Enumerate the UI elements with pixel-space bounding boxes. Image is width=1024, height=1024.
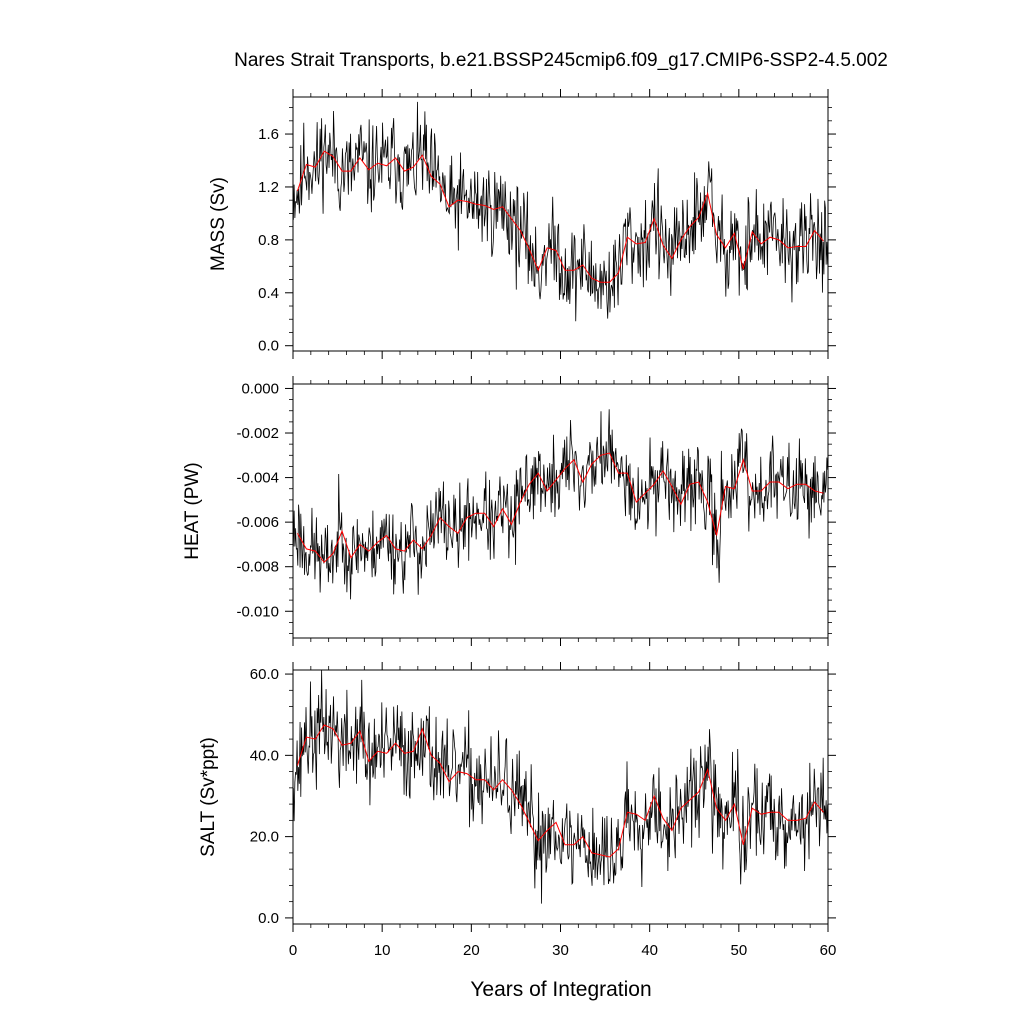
heat-ytick-label: -0.008: [236, 559, 279, 576]
figure-title: Nares Strait Transports, b.e21.BSSP245cm…: [234, 50, 888, 71]
heat-panel: -0.010 -0.008 -0.006 -0.004 -0.002 0.000 HEAT…: [182, 376, 836, 646]
salt-monthly-series-line: [293, 670, 828, 904]
heat-annual-mean-line: [297, 452, 824, 563]
mass-ytick-label: 0.8: [258, 232, 279, 249]
x-tick-label: 10: [374, 942, 391, 959]
x-tick-label: 50: [730, 942, 747, 959]
mass-panel-ylabel: MASS (Sv): [208, 177, 229, 271]
salt-annual-mean-line: [296, 724, 824, 858]
mass-ytick-label: 0.4: [258, 285, 279, 302]
mass-panel-frame: [292, 96, 829, 352]
salt-panel-frame: [292, 669, 829, 925]
heat-ytick-label: -0.006: [236, 514, 279, 531]
salt-ytick-label: 20.0: [250, 829, 279, 846]
salt-panel-ylabel: SALT (Sv*ppt): [198, 737, 219, 857]
mass-ytick-label: 1.2: [258, 179, 279, 196]
mass-ytick-label: 0.0: [258, 338, 279, 355]
heat-panel-series: [293, 409, 828, 600]
mass-annual-mean-line: [296, 150, 824, 283]
salt-panel: 0.0 20.0 40.0 60.0 SALT (Sv*ppt): [198, 662, 836, 932]
mass-panel-tick-labels: 0.0 0.4 0.8 1.2 1.6: [258, 126, 279, 355]
mass-panel-ticks: [285, 89, 836, 359]
heat-ytick-label: -0.002: [236, 425, 279, 442]
salt-ytick-label: 40.0: [250, 747, 279, 764]
heat-panel-frame: [292, 383, 829, 639]
salt-ytick-label: 0.0: [258, 910, 279, 927]
x-tick-label: 0: [289, 942, 297, 959]
x-tick-label: 30: [552, 942, 569, 959]
x-tick-label: 20: [463, 942, 480, 959]
heat-panel-ylabel: HEAT (PW): [182, 462, 203, 559]
heat-panel-tick-labels: -0.010 -0.008 -0.006 -0.004 -0.002 0.000: [236, 380, 279, 620]
mass-ytick-label: 1.6: [258, 126, 279, 143]
heat-ytick-label: 0.000: [241, 380, 279, 397]
x-axis-tick-labels: 0 10 20 30 40 50 60: [289, 942, 837, 959]
heat-ytick-label: -0.010: [236, 603, 279, 620]
mass-panel: 0.0 0.4 0.8 1.2 1.6 MASS (Sv): [208, 89, 836, 359]
heat-monthly-series-line: [293, 409, 828, 600]
mass-monthly-series-line: [293, 101, 828, 322]
x-axis-label: Years of Integration: [470, 978, 651, 1001]
salt-panel-series: [293, 670, 828, 904]
mass-panel-series: [293, 101, 828, 322]
heat-ytick-label: -0.004: [236, 470, 279, 487]
heat-panel-ticks: [285, 376, 836, 646]
x-tick-label: 40: [641, 942, 658, 959]
salt-panel-tick-labels: 0.0 20.0 40.0 60.0: [250, 666, 279, 927]
salt-panel-ticks: [285, 662, 836, 932]
x-tick-label: 60: [820, 942, 837, 959]
salt-ytick-label: 60.0: [250, 666, 279, 683]
